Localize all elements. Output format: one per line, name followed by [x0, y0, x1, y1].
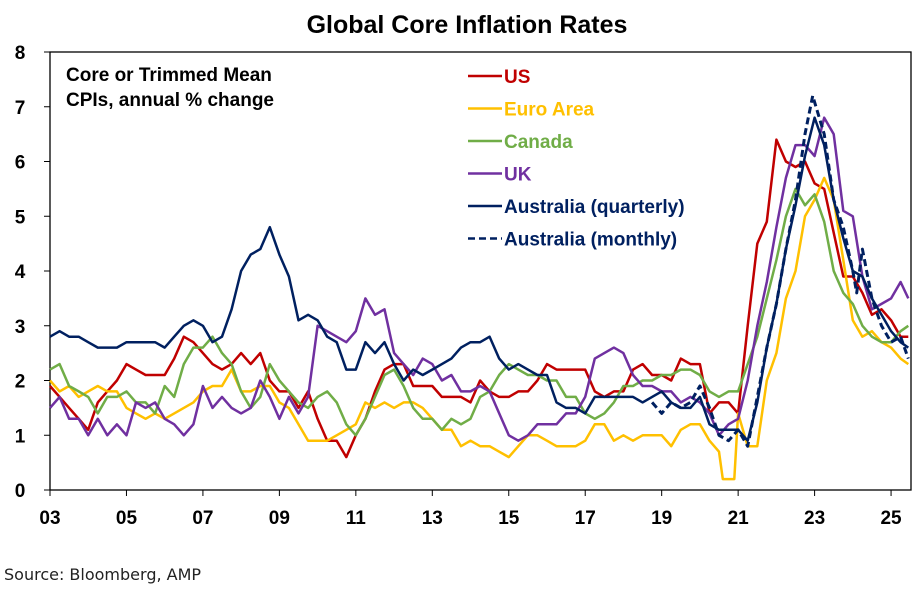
source-note: Source: Bloomberg, AMP [4, 565, 201, 584]
x-axis: 03 05 07 09 11 13 15 17 19 21 23 25 [39, 490, 902, 529]
y-axis: 0 1 2 3 4 5 6 7 8 [15, 43, 50, 502]
x-tick-label: 09 [269, 508, 290, 529]
legend: US Euro Area Canada UK Australia (quarterly)… [468, 67, 685, 251]
chart-title: Global Core Inflation Rates [307, 11, 628, 39]
x-tick-label: 05 [116, 508, 138, 529]
subtitle-line-2: CPIs, annual % change [66, 90, 274, 111]
y-tick-label: 0 [15, 481, 26, 502]
series-line-us [49, 138, 909, 459]
y-tick-label: 5 [15, 207, 26, 228]
legend-label: Canada [504, 132, 573, 153]
y-tick-label: 7 [15, 98, 26, 119]
legend-label: Euro Area [504, 100, 595, 121]
y-tick-label: 2 [15, 372, 26, 393]
series-line-australia-monthly [650, 94, 910, 448]
x-tick-label: 19 [651, 508, 672, 529]
y-tick-label: 1 [15, 426, 26, 447]
x-tick-label: 03 [39, 508, 60, 529]
x-tick-label: 11 [346, 508, 367, 529]
subtitle-line-1: Core or Trimmed Mean [66, 65, 272, 86]
series-line-australia-quarterly [49, 116, 910, 442]
x-tick-label: 17 [575, 508, 596, 529]
series-line-euro-area [49, 176, 910, 481]
x-tick-label: 13 [422, 508, 443, 529]
legend-label: US [504, 67, 530, 88]
x-tick-label: 21 [728, 508, 750, 529]
y-tick-label: 3 [15, 317, 26, 338]
legend-label: Australia (monthly) [504, 230, 677, 251]
legend-label: Australia (quarterly) [504, 197, 685, 218]
y-tick-label: 6 [15, 153, 26, 174]
x-tick-label: 25 [880, 508, 902, 529]
series-line-uk [49, 116, 910, 442]
legend-label: UK [504, 165, 532, 186]
y-tick-label: 8 [15, 43, 26, 64]
x-tick-label: 07 [192, 508, 213, 529]
x-tick-label: 15 [498, 508, 520, 529]
series-lines [49, 94, 910, 481]
y-tick-label: 4 [15, 262, 26, 283]
series-line-canada [49, 187, 910, 437]
x-tick-label: 23 [804, 508, 825, 529]
